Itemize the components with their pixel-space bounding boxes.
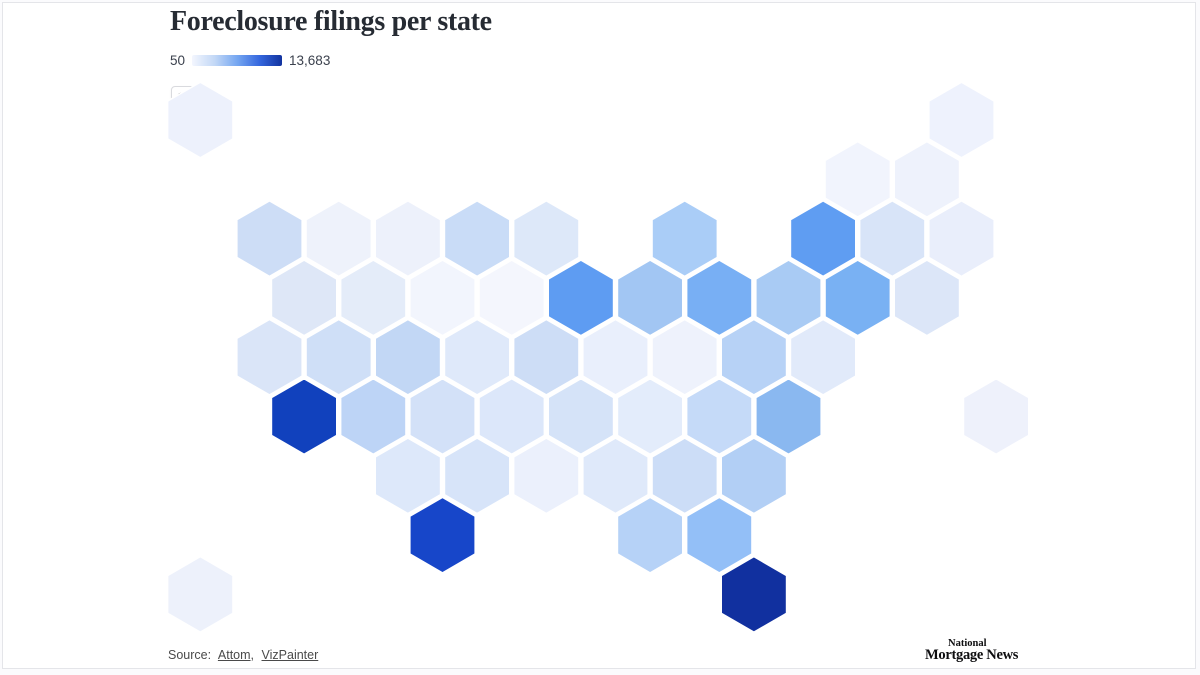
state-hex[interactable] (685, 259, 753, 337)
state-hex[interactable] (720, 318, 788, 396)
state-hex[interactable] (408, 259, 477, 337)
state-hex[interactable] (408, 496, 477, 574)
state-hex[interactable] (339, 259, 407, 337)
state-hex[interactable] (685, 377, 753, 456)
source-prefix: Source: (168, 648, 212, 662)
state-hex[interactable] (547, 259, 615, 337)
state-hex[interactable] (305, 318, 373, 396)
state-hex[interactable] (305, 200, 373, 278)
state-hex[interactable] (824, 140, 892, 218)
state-hex[interactable] (236, 318, 304, 396)
state-hex[interactable] (512, 437, 580, 515)
state-hex[interactable] (720, 555, 788, 634)
state-hex[interactable] (270, 259, 338, 337)
state-hex[interactable] (858, 200, 926, 278)
brand-line-1: National (948, 638, 987, 649)
state-hex[interactable] (236, 200, 304, 278)
state-hex[interactable] (478, 377, 546, 456)
state-hex[interactable] (651, 200, 719, 278)
source-link-attom[interactable]: Attom (217, 648, 251, 662)
state-hex[interactable] (789, 200, 857, 278)
state-hex[interactable] (927, 81, 996, 159)
source-separator: , (250, 648, 255, 662)
state-hex[interactable] (374, 318, 442, 396)
state-hex[interactable] (927, 200, 996, 278)
state-hex[interactable] (962, 377, 1030, 456)
state-hex[interactable] (616, 377, 684, 456)
color-legend: 50 13,683 (170, 52, 330, 68)
state-hex[interactable] (478, 259, 546, 337)
source-link-vizpainter[interactable]: VizPainter (261, 648, 319, 662)
state-hex[interactable] (547, 377, 615, 456)
source-text: Source: Attom, VizPainter (168, 648, 318, 662)
state-hex[interactable] (443, 200, 511, 278)
state-hex[interactable] (893, 140, 961, 218)
legend-min-label: 50 (170, 52, 186, 68)
brand-logo: National Mortgage News (925, 638, 1037, 663)
state-hex[interactable] (893, 259, 961, 337)
state-hex[interactable] (166, 555, 234, 634)
state-hex[interactable] (443, 437, 511, 515)
state-hex[interactable] (616, 259, 684, 337)
state-hex[interactable] (789, 318, 857, 396)
state-hex[interactable] (754, 377, 823, 456)
state-hex[interactable] (581, 437, 650, 515)
state-hex[interactable] (374, 200, 442, 278)
legend-gradient-bar (192, 54, 283, 66)
state-hex[interactable] (270, 377, 338, 456)
state-hex[interactable] (651, 318, 719, 396)
state-hex[interactable] (651, 437, 719, 515)
state-hex[interactable] (616, 496, 684, 574)
state-hex[interactable] (754, 259, 823, 337)
state-hex[interactable] (408, 377, 477, 456)
state-hex[interactable] (374, 437, 442, 515)
legend-max-label: 13,683 (289, 52, 331, 68)
brand-line-2: Mortgage News (925, 647, 1019, 663)
state-hex[interactable] (720, 437, 788, 515)
state-hex[interactable] (339, 377, 407, 456)
state-hex[interactable] (685, 496, 753, 574)
state-hex[interactable] (166, 81, 234, 159)
state-hex[interactable] (512, 318, 580, 396)
state-hex[interactable] (824, 259, 892, 337)
state-hex[interactable] (581, 318, 650, 396)
state-hex[interactable] (512, 200, 580, 278)
state-hex[interactable] (443, 318, 511, 396)
page-title: Foreclosure filings per state (170, 6, 492, 37)
